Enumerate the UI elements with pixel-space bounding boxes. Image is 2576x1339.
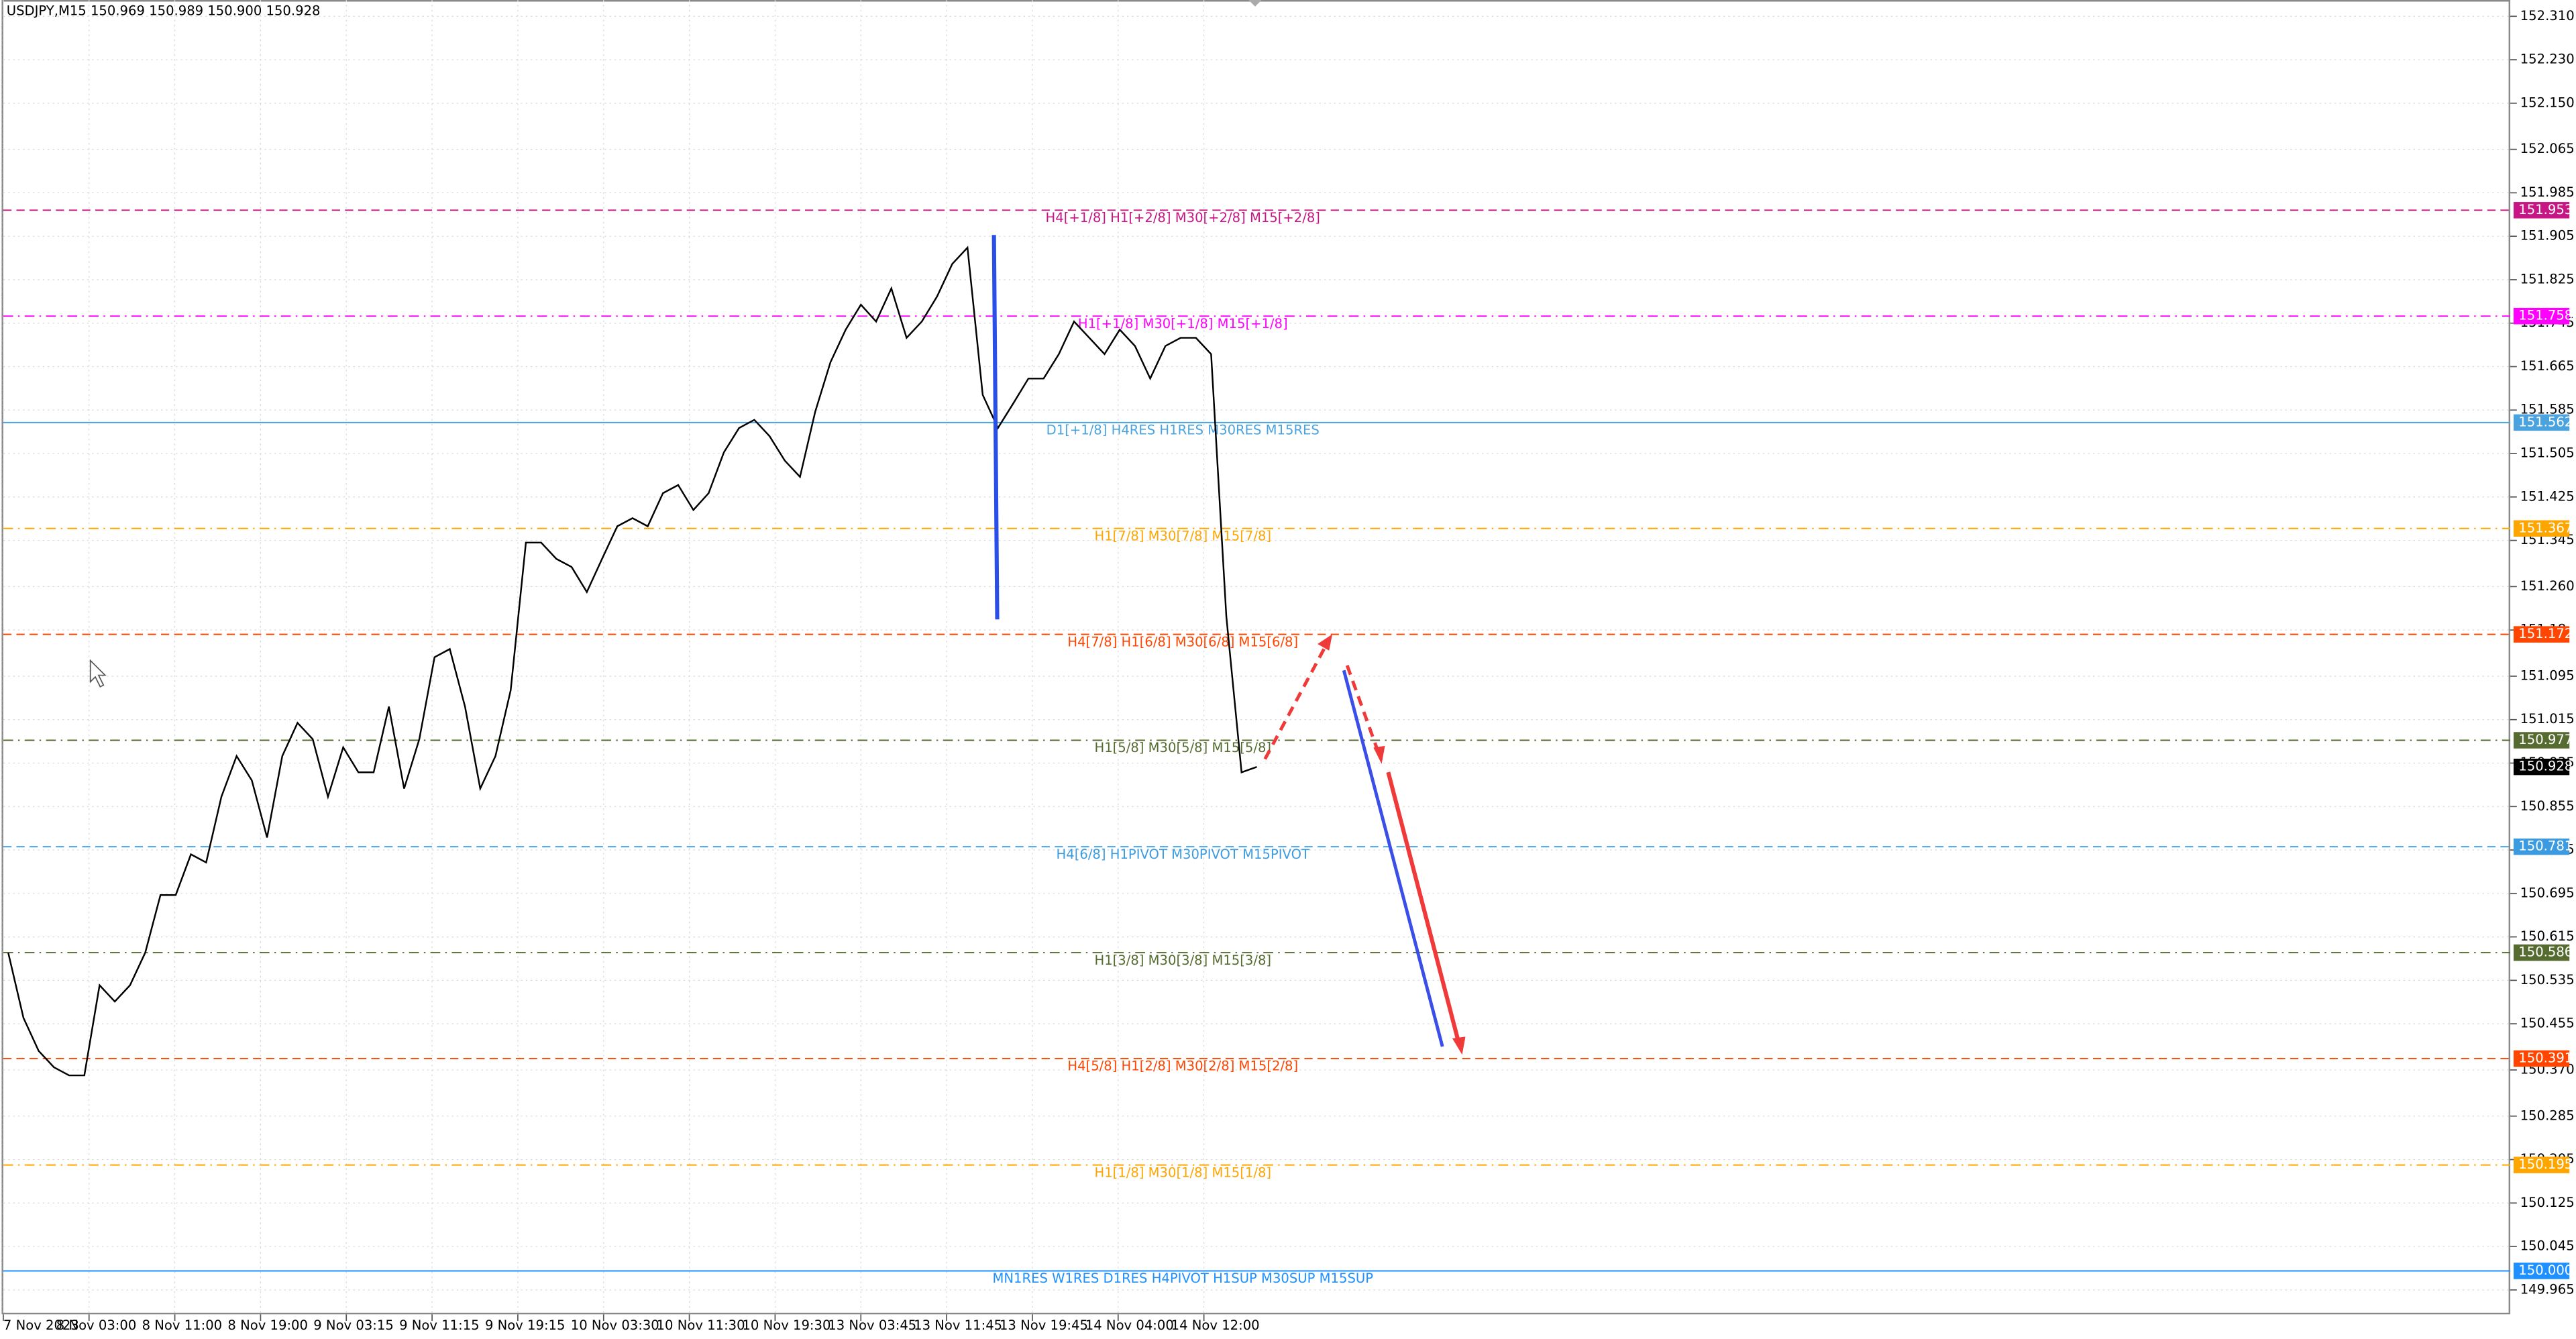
level-price-box — [2513, 1157, 2570, 1173]
shift-marker — [1248, 0, 1262, 7]
level-price-box — [2513, 944, 2570, 961]
price-line — [7, 246, 1257, 1077]
y-tick-label: 151.260 — [2520, 578, 2575, 594]
price-series — [7, 246, 1257, 1077]
x-tick-label: 13 Nov 19:45 — [1000, 1318, 1088, 1333]
level-label: MN1RES W1RES D1RES H4PIVOT H1SUP M30SUP … — [992, 1271, 1373, 1286]
level-price-box — [2513, 307, 2570, 325]
level-price-label: 150.195 — [2518, 1157, 2573, 1172]
level-price-label: 151.367 — [2518, 520, 2573, 535]
x-tick-label: 10 Nov 11:30 — [657, 1318, 745, 1333]
x-tick-label: 8 Nov 19:00 — [227, 1318, 308, 1333]
y-tick-label: 150.045 — [2520, 1238, 2575, 1254]
level-price-box — [2513, 1263, 2570, 1279]
drawn-line — [991, 235, 1000, 620]
level-price-label: 151.758 — [2518, 308, 2573, 323]
level-price-label: 150.586 — [2518, 945, 2573, 960]
y-tick-label: 150.125 — [2520, 1195, 2575, 1210]
x-tick-label: 10 Nov 03:30 — [571, 1318, 659, 1333]
y-tick-label: 151.905 — [2520, 228, 2575, 244]
level-label: H1[5/8] M30[5/8] M15[5/8] — [1094, 740, 1271, 755]
y-tick-label: 151.015 — [2520, 711, 2575, 727]
level-price-box — [2513, 520, 2570, 537]
y-tick-label: 152.065 — [2520, 141, 2575, 156]
drawn-line — [1342, 670, 1444, 1047]
x-tick-label: 14 Nov 04:00 — [1085, 1318, 1174, 1333]
x-tick-label: 14 Nov 12:00 — [1171, 1318, 1260, 1333]
level-label: H4[7/8] H1[6/8] M30[6/8] M15[6/8] — [1067, 634, 1298, 649]
level-label: H1[3/8] M30[3/8] M15[3/8] — [1094, 953, 1271, 968]
level-label: H4[6/8] H1PIVOT M30PIVOT M15PIVOT — [1057, 847, 1310, 862]
levels: H4[+1/8] H1[+2/8] M30[+2/8] M15[+2/8] H1[… — [3, 209, 2511, 1286]
arrow-head — [1318, 634, 1333, 651]
level-price-box — [2513, 414, 2570, 431]
x-tick-label: 9 Nov 03:15 — [313, 1318, 394, 1333]
arrow-head — [1373, 745, 1385, 764]
level-label: H1[1/8] M30[1/8] M15[1/8] — [1094, 1165, 1271, 1180]
level-price-label: 150.781 — [2518, 839, 2573, 854]
level-label: H1[+1/8] M30[+1/8] M15[+1/8] — [1078, 316, 1288, 331]
y-tick-label: 151.505 — [2520, 445, 2575, 461]
mouse-cursor — [89, 659, 107, 688]
y-tick-label: 150.535 — [2520, 972, 2575, 987]
y-tick-label: 151.665 — [2520, 358, 2575, 374]
level-price-box — [2513, 626, 2570, 643]
level-price-label: 151.953 — [2518, 202, 2573, 217]
x-tick-label: 13 Nov 11:45 — [914, 1318, 1002, 1333]
level-price-label: 151.562 — [2518, 414, 2573, 429]
level-price-label: 150.000 — [2518, 1263, 2573, 1278]
current-price-label: 150.928 — [2518, 759, 2573, 774]
level-price-label: 151.172 — [2518, 626, 2573, 641]
y-tick-label: 152.230 — [2520, 52, 2575, 67]
price-axis: 152.310 152.230 152.150 152.065 151.985 151.9… — [3, 8, 2575, 1333]
level-label: H1[7/8] M30[7/8] M15[7/8] — [1094, 528, 1271, 543]
grid — [3, 0, 2511, 1315]
level-label: H4[5/8] H1[2/8] M30[2/8] M15[2/8] — [1067, 1059, 1298, 1074]
x-tick-label: 9 Nov 11:15 — [399, 1318, 480, 1333]
y-tick-label: 151.825 — [2520, 271, 2575, 286]
y-tick-label: 151.425 — [2520, 488, 2575, 504]
level-price-box — [2513, 838, 2570, 855]
x-tick-label: 10 Nov 19:30 — [742, 1318, 830, 1333]
level-price-box — [2513, 1050, 2570, 1067]
y-tick-label: 152.310 — [2520, 8, 2575, 23]
level-price-box — [2513, 202, 2570, 219]
x-tick-label: 13 Nov 03:45 — [828, 1318, 916, 1333]
y-tick-label: 151.095 — [2520, 667, 2575, 683]
x-tick-label: 7 Nov 2023 — [3, 1318, 79, 1333]
x-tick-label: 8 Nov 03:00 — [56, 1318, 137, 1333]
level-price-label: 150.977 — [2518, 732, 2573, 747]
current-price-box — [2513, 758, 2570, 775]
chart-title: USDJPY,M15 150.969 150.989 150.900 150.9… — [7, 3, 321, 19]
level-price-box — [2513, 732, 2570, 749]
level-price-label: 150.391 — [2518, 1050, 2573, 1065]
y-tick-label: 150.695 — [2520, 885, 2575, 900]
y-tick-label: 150.455 — [2520, 1016, 2575, 1031]
y-tick-label: 151.585 — [2520, 402, 2575, 417]
y-tick-label: 149.965 — [2520, 1281, 2575, 1297]
y-tick-label: 151.985 — [2520, 184, 2575, 200]
x-tick-label: 8 Nov 11:00 — [142, 1318, 223, 1333]
drawn-arrow — [1263, 645, 1328, 760]
y-tick-label: 150.855 — [2520, 798, 2575, 814]
arrow-head — [1452, 1036, 1466, 1055]
y-tick-label: 150.615 — [2520, 928, 2575, 944]
drawn-arrow — [1386, 771, 1461, 1044]
level-label: H4[+1/8] H1[+2/8] M30[+2/8] M15[+2/8] — [1046, 210, 1320, 225]
level-label: D1[+1/8] H4RES H1RES M30RES M15RES — [1046, 423, 1320, 438]
x-tick-label: 9 Nov 19:15 — [485, 1318, 566, 1333]
y-tick-label: 152.150 — [2520, 95, 2575, 110]
y-tick-label: 150.285 — [2520, 1108, 2575, 1123]
